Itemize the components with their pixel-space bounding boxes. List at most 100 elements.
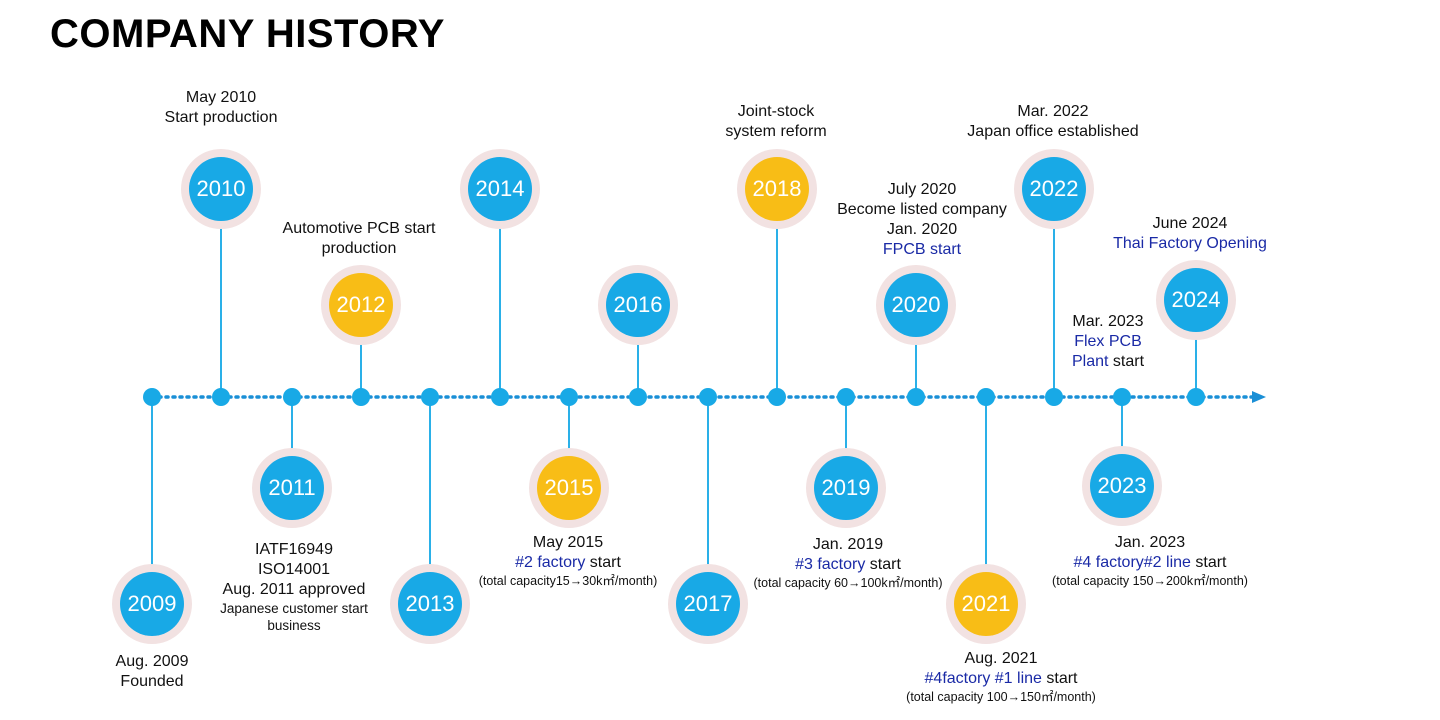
year-2024: 2024 (1164, 268, 1228, 332)
event-2020-desc-2: FPCB start (882, 241, 962, 258)
year-2013: 2013 (398, 572, 462, 636)
node-2009 (143, 388, 161, 406)
year-circle-2022: 2022 (1014, 149, 1094, 229)
event-2023-flex-start: start (1108, 353, 1145, 370)
node-2011 (283, 388, 301, 406)
event-2024-desc: Thai Factory Opening (1113, 235, 1267, 252)
event-2023-capacity: (total capacity 150→200k㎡/month) (1052, 574, 1248, 588)
event-2020-date-2: Jan. 2020 (886, 221, 958, 238)
event-2018-desc-1: Joint-stock (737, 103, 815, 120)
node-2013 (421, 388, 439, 406)
event-label-2010: May 2010 Start production (165, 88, 278, 128)
event-2023-flex-desc-1: Flex PCB (1074, 333, 1142, 350)
year-2016: 2016 (606, 273, 670, 337)
node-2016 (629, 388, 647, 406)
node-2023 (1113, 388, 1131, 406)
year-2010: 2010 (189, 157, 253, 221)
event-2023-flex-desc-2: Plant start (1072, 352, 1144, 372)
event-label-2021: Aug. 2021 #4factory #1 line start (total… (906, 649, 1096, 705)
event-2015-desc: #2 factory start (479, 553, 658, 573)
year-circle-2010: 2010 (181, 149, 261, 229)
event-2009-date: Aug. 2009 (115, 653, 189, 670)
event-label-2015: May 2015 #2 factory start (total capacit… (479, 533, 658, 589)
node-2021 (977, 388, 995, 406)
event-2018-desc-2: system reform (725, 123, 827, 140)
timeline-arrow-head (1252, 391, 1266, 403)
node-2022 (1045, 388, 1063, 406)
node-2024 (1187, 388, 1205, 406)
event-2020-date-1: July 2020 (887, 181, 957, 198)
year-2009: 2009 (120, 572, 184, 636)
node-2014 (491, 388, 509, 406)
year-circle-2018: 2018 (737, 149, 817, 229)
timeline-nodes (143, 388, 1205, 406)
year-2023: 2023 (1090, 454, 1154, 518)
event-label-2018: Joint-stock system reform (725, 102, 826, 142)
event-label-2009: Aug. 2009 Founded (116, 652, 189, 692)
event-2023-start: start (1190, 554, 1227, 571)
year-2015: 2015 (537, 456, 601, 520)
event-2020-desc-1: Become listed company (837, 201, 1007, 218)
event-label-2022: Mar. 2022 Japan office established (967, 102, 1138, 142)
event-2022-desc: Japan office established (967, 123, 1139, 140)
event-2022-date: Mar. 2022 (1017, 103, 1089, 120)
event-2012-desc-2: production (321, 240, 397, 257)
event-label-2019: Jan. 2019 #3 factory start (total capaci… (754, 535, 943, 591)
event-2023-factory: #4 factory#2 line (1073, 554, 1191, 571)
event-2019-desc: #3 factory start (754, 555, 943, 575)
event-2019-capacity: (total capacity 60→100k㎡/month) (753, 576, 943, 590)
year-circle-2009: 2009 (112, 564, 192, 644)
event-2021-start: start (1041, 670, 1078, 687)
event-label-2023: Jan. 2023 #4 factory#2 line start (total… (1052, 533, 1248, 589)
event-2011-desc-2: business (267, 618, 321, 633)
year-circle-2020: 2020 (876, 265, 956, 345)
year-2021: 2021 (954, 572, 1018, 636)
year-circle-2021: 2021 (946, 564, 1026, 644)
event-2015-capacity: (total capacity15→30k㎡/month) (478, 574, 658, 588)
event-2023-desc: #4 factory#2 line start (1052, 553, 1248, 573)
year-circle-2011: 2011 (252, 448, 332, 528)
event-2021-capacity: (total capacity 100→150㎡/month) (906, 690, 1096, 704)
event-label-2023-flex: Mar. 2023 Flex PCB Plant start (1072, 312, 1144, 372)
event-2011-desc-1: Japanese customer start (220, 601, 368, 616)
event-2019-date: Jan. 2019 (812, 536, 884, 553)
node-2015 (560, 388, 578, 406)
event-2015-date: May 2015 (532, 534, 604, 551)
year-circle-2013: 2013 (390, 564, 470, 644)
event-label-2020: July 2020 Become listed company Jan. 202… (837, 180, 1007, 260)
event-2021-factory: #4factory #1 line (924, 670, 1042, 687)
event-2023-date: Jan. 2023 (1114, 534, 1186, 551)
year-circle-2014: 2014 (460, 149, 540, 229)
event-label-2012: Automotive PCB start production (283, 219, 436, 259)
node-2010 (212, 388, 230, 406)
event-2010-date: May 2010 (185, 89, 257, 106)
year-2014: 2014 (468, 157, 532, 221)
event-2010-desc: Start production (164, 109, 278, 126)
node-2019 (837, 388, 855, 406)
year-circle-2015: 2015 (529, 448, 609, 528)
event-2024-date: June 2024 (1152, 215, 1228, 232)
year-2019: 2019 (814, 456, 878, 520)
event-2011-cert-1: IATF16949 (255, 541, 333, 558)
event-2015-start: start (585, 554, 621, 571)
event-2019-factory: #3 factory (795, 556, 866, 573)
node-2020 (907, 388, 925, 406)
year-2011: 2011 (260, 456, 324, 520)
year-circle-2017: 2017 (668, 564, 748, 644)
event-2023-flex-date: Mar. 2023 (1072, 313, 1144, 330)
year-circle-2016: 2016 (598, 265, 678, 345)
event-2021-date: Aug. 2021 (964, 650, 1038, 667)
year-circle-2024: 2024 (1156, 260, 1236, 340)
year-circle-2023: 2023 (1082, 446, 1162, 526)
year-2018: 2018 (745, 157, 809, 221)
event-2019-start: start (865, 556, 901, 573)
event-label-2011: IATF16949 ISO14001 Aug. 2011 approved Ja… (220, 540, 368, 634)
event-2012-desc-1: Automotive PCB start (282, 220, 436, 237)
year-2020: 2020 (884, 273, 948, 337)
event-2015-factory: #2 factory (515, 554, 586, 571)
event-2011-cert-2: ISO14001 (257, 561, 331, 578)
year-2017: 2017 (676, 572, 740, 636)
year-2012: 2012 (329, 273, 393, 337)
event-label-2024: June 2024 Thai Factory Opening (1113, 214, 1267, 254)
